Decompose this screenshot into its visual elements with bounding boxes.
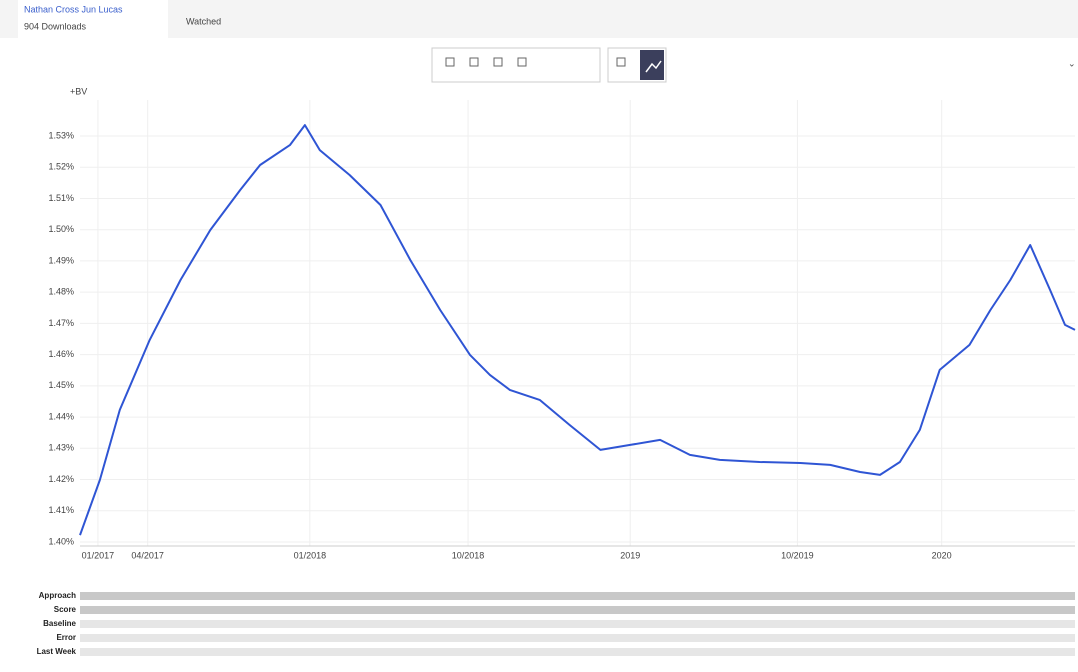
menu-caret[interactable]: ⌄ [1068,58,1076,68]
tab[interactable]: Watched [186,16,221,26]
tab-title: Nathan Cross Jun Lucas [24,4,123,14]
y-tick-label: 1.41% [48,505,74,515]
y-tick-label: 1.47% [48,318,74,328]
x-tick-label: 10/2018 [452,550,485,560]
row-track [80,606,1075,614]
tab-bar [0,0,1078,38]
x-tick-label: 10/2019 [781,550,814,560]
row-track [80,592,1075,600]
x-tick-label: 2020 [932,550,952,560]
zoom-tools[interactable] [431,47,601,83]
toolbar [431,47,667,83]
x-tick-label: 01/2017 [82,550,115,560]
y-tick-label: 1.53% [48,130,74,140]
row-track [80,634,1075,642]
y-tick-label: 1.52% [48,162,74,172]
y-tick-label: 1.40% [48,536,74,546]
y-tick-label: 1.45% [48,380,74,390]
y-tick-label: 1.51% [48,193,74,203]
tool-icon [645,60,662,73]
x-tick-label: 04/2017 [131,550,164,560]
row-track [80,620,1075,628]
tool-icons [445,57,626,67]
row-label: Baseline [43,619,76,628]
y-tick-label: 1.49% [48,255,74,265]
y-tick-label: 1.42% [48,474,74,484]
y-tick-label: 1.44% [48,411,74,421]
y-tick-label: 1.46% [48,349,74,359]
y-tick-label: 1.48% [48,287,74,297]
tab[interactable] [18,0,168,38]
x-tick-label: 01/2018 [294,550,327,560]
row-label: Error [56,633,76,642]
row-label: Approach [39,591,76,600]
y-tick-label: 1.43% [48,443,74,453]
x-tick-label: 2019 [620,550,640,560]
row-label: Last Week [37,647,77,656]
row-track [80,648,1075,656]
y-axis-label: +BV [70,86,87,96]
y-tick-label: 1.50% [48,224,74,234]
data-line [79,124,1076,536]
tab-subtitle: 904 Downloads [24,21,87,31]
row-label: Score [54,605,77,614]
